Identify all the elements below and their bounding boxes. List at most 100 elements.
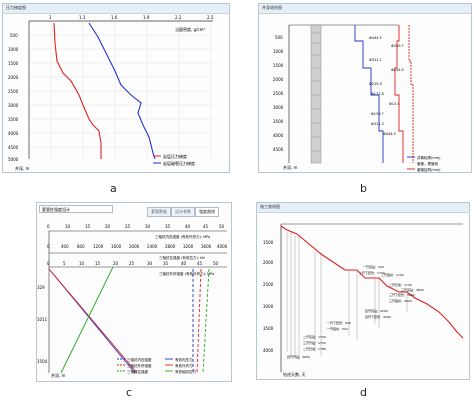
a2-4000: 4000: [217, 244, 228, 249]
panel-d-construction-curve: 施工曲线图 1500 2000 2500 3000 3500 4000 一开完钻…: [256, 202, 470, 380]
casing-label-7: Φ13.4: [389, 102, 400, 106]
d-label-13: 三开开钻：1754: [303, 340, 326, 345]
d-label-15: 四开开钻：3954: [287, 354, 310, 359]
a3-50: 50: [213, 261, 219, 266]
casing-red-right: [408, 25, 414, 163]
a3-35: 35: [163, 261, 169, 266]
tab-strength-curve[interactable]: 强度曲线: [195, 207, 219, 217]
legend-b-1: 井筒轮廓(mm): [417, 155, 441, 160]
legend-c-5: 有效外挤力: [175, 363, 193, 368]
a1-10: 10: [65, 224, 71, 229]
b-depth-1000: 1000: [273, 49, 284, 54]
panel-a-title: 压力梯度图: [6, 5, 26, 10]
d-label-12: 二开完钻：1700: [303, 334, 326, 339]
d-label-9: 四开下套管：4400: [365, 314, 391, 319]
depth-500: 500: [10, 33, 18, 38]
tensile-strength-line: [60, 266, 114, 374]
panel-d-titlebar: 施工曲线图: [257, 203, 469, 213]
pore-pressure-curve: [53, 22, 102, 159]
caption-d: d: [360, 386, 367, 399]
legend-c-3: 三轴抗拉强度: [127, 369, 148, 374]
depth-2000: 2000: [8, 75, 19, 80]
legend-c-1: 三轴抗内压强度: [127, 357, 152, 362]
a3-45: 45: [197, 261, 203, 266]
a2-2800: 2800: [165, 244, 176, 249]
b-depth-4000: 4000: [273, 133, 284, 138]
a3-20: 20: [113, 261, 119, 266]
d-depth-3500: 3500: [263, 326, 274, 331]
a2-0: 0: [47, 244, 50, 249]
a3-25: 25: [129, 261, 135, 266]
legend-fracture-label: 岩层破裂压力梯度: [163, 160, 195, 166]
d-depth-3000: 3000: [263, 304, 274, 309]
tab-design-params[interactable]: 设计参数: [171, 207, 195, 217]
axis3-title: 三轴抗外挤强度 (有效外挤力): MPa: [159, 271, 214, 276]
casing-label-3: Φ311.1: [369, 58, 382, 62]
a3-5: 5: [63, 261, 66, 266]
casing-label-9: Φ311.3: [371, 122, 384, 126]
a3-10: 10: [79, 261, 85, 266]
d-label-6: 三开下套管：3900: [389, 292, 415, 297]
caption-c: c: [126, 386, 133, 399]
a1-20: 20: [105, 224, 111, 229]
a2-1200: 1200: [93, 244, 104, 249]
a2-1600: 1600: [111, 244, 122, 249]
a1-45: 45: [203, 224, 209, 229]
fracture-pressure-curve: [88, 22, 156, 160]
legend-b-3: 套管结构(mm): [417, 167, 441, 172]
a2-400: 400: [61, 244, 69, 249]
a2-3200: 3200: [183, 244, 194, 249]
casing-label-2: Φ339.7: [391, 44, 404, 48]
panel-b-depth-label: 井深, m: [283, 164, 298, 170]
casing-label-8: Φ139.7: [371, 112, 384, 116]
d-label-11: 一开固井：504: [327, 326, 348, 331]
b-depth-3000: 3000: [273, 105, 284, 110]
d-label-8: 四开完钻：4200: [365, 308, 388, 313]
panel-c-depth-label: 井深, m: [51, 372, 66, 378]
depth-1500: 1500: [8, 61, 19, 66]
panel-b-wellbore-structure: 井身结构图 500 1000 1500 2000 2500 3000 3500 …: [258, 3, 472, 173]
casing-label-1: Φ444.5: [369, 36, 382, 40]
depth-1000: 1000: [8, 47, 19, 52]
drilling-progress-curve: [280, 225, 464, 339]
casing-label-4: Φ244.5: [391, 68, 404, 72]
casing-label-5: Φ215.9: [369, 82, 382, 86]
a1-35: 35: [165, 224, 171, 229]
b-depth-2500: 2500: [273, 91, 284, 96]
d-label-2: 二开下套管：1700: [359, 270, 385, 275]
a2-2000: 2000: [129, 244, 140, 249]
legend-c-6: 有效轴向拉力: [175, 369, 196, 374]
panel-d-title: 施工曲线图: [260, 204, 280, 209]
depth-2500: 2500: [8, 89, 19, 94]
tick-1.9: 1.9: [143, 15, 150, 20]
d-label-10: 一开下套管：500: [327, 320, 351, 325]
eff-axial-line: [202, 268, 210, 374]
panel-a-chart: 1 1.3 1.6 1.9 2.2 2.5 当量密度, g/cm³ 500 10…: [8, 15, 214, 171]
collapse-strength-line: [48, 268, 138, 374]
wellbore-profile: [354, 25, 384, 163]
depth-5000: 5000: [8, 157, 19, 162]
panel-a-titlebar: 压力梯度图: [3, 4, 229, 14]
axis2-title: 三轴抗拉强度 (有效拉力): kN: [159, 255, 205, 260]
a2-2400: 2400: [147, 244, 158, 249]
a3-30: 30: [147, 261, 153, 266]
tick-2.2: 2.2: [175, 15, 182, 20]
b-depth-2000: 2000: [273, 77, 284, 82]
panel-a-axis-title: 当量密度, g/cm³: [175, 26, 206, 32]
design-name-field[interactable]: 套管柱强度设计: [39, 205, 113, 213]
depth-3000: 3000: [8, 103, 19, 108]
b-depth-500: 500: [275, 35, 283, 40]
a1-0: 0: [47, 224, 50, 229]
tab-casing-data[interactable]: 套管数据: [147, 207, 171, 217]
tick-1.3: 1.3: [79, 15, 86, 20]
a1-15: 15: [85, 224, 91, 229]
a3-0: 0: [47, 261, 50, 266]
tick-1: 1: [49, 15, 52, 20]
b-depth-3500: 3500: [273, 119, 284, 124]
lithology-column: [310, 24, 322, 164]
a1-25: 25: [125, 224, 131, 229]
d-label-3: 二开固井：1704: [381, 272, 404, 277]
casing-label-6: Φ177.8: [371, 92, 384, 96]
d-depth-2500: 2500: [263, 282, 274, 287]
d-label-1: 一开完钻：500: [363, 264, 384, 269]
